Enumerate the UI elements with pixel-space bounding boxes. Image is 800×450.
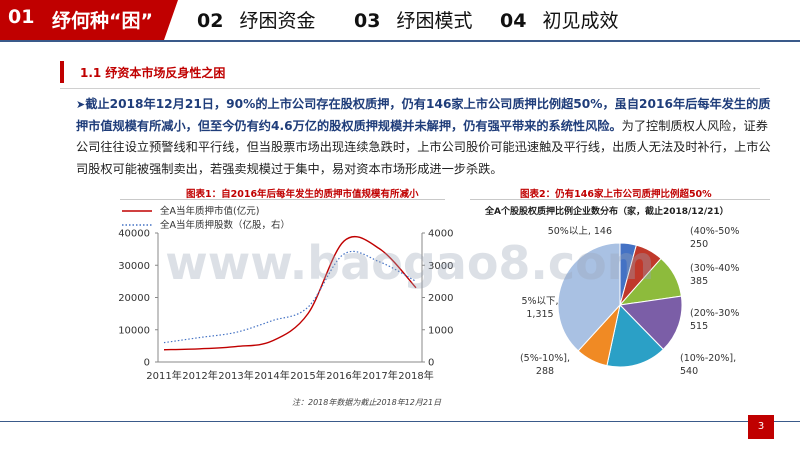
chart2-slice-label: (5%-10%], 288 xyxy=(520,353,570,377)
chart2-slice-label: 50%以上, 146 xyxy=(548,226,612,237)
chart1-left-tick-label: 10000 xyxy=(118,325,150,336)
paragraph-text: 为了控制质权人风险，证券公司往往设立预警线和平行线，但当股票市场出现连续急跌时，… xyxy=(76,118,771,176)
watermark: www.baogao8.com xyxy=(165,236,654,290)
tab-04[interactable]: 04 初见成效 xyxy=(500,6,618,36)
page-number: 3 xyxy=(748,415,774,439)
chart2-slice-label: (10%-20%], 540 xyxy=(680,353,736,377)
tab-03[interactable]: 03 纾困模式 xyxy=(354,6,472,36)
tab-01-label: 纾何种“困” xyxy=(52,10,153,32)
section-tab-bar: 01 纾何种“困” 02 纾困资金 03 纾困模式 04 初见成效 xyxy=(0,0,800,40)
watermark-text: www.baogao8.com xyxy=(165,236,654,290)
chart1-x-tick-label: 2012年 xyxy=(182,369,217,382)
tab-01-number: 01 xyxy=(8,6,35,28)
chart-note: 注：2018年数据为截止2018年12月21日 xyxy=(292,398,442,407)
chart2-slice xyxy=(606,303,665,368)
chart1-title-divider xyxy=(120,199,445,200)
chart1-series-shares-line xyxy=(163,250,417,344)
tab-02-number: 02 xyxy=(197,10,224,32)
tab-02-label: 纾困资金 xyxy=(239,10,316,32)
tab-03-label: 纾困模式 xyxy=(396,10,473,32)
chart1-left-tick-label: 30000 xyxy=(118,261,150,272)
chart1-right-tick-label: 2000 xyxy=(428,293,453,304)
chart1-right-tick-label: 4000 xyxy=(428,229,453,240)
chart1-x-tick-label: 2015年 xyxy=(290,369,325,382)
chart1-right-tick-label: 3000 xyxy=(428,261,453,272)
chart2-slice-label: 5%以下, 1,315 xyxy=(521,296,558,320)
body-paragraph: ➤截止2018年12月21日，90%的上市公司存在股权质押，仍有146家上市公司… xyxy=(76,94,774,180)
chart2-title-divider xyxy=(470,199,770,200)
paragraph-highlight: 截止2018年12月21日，90%的上市公司存在股权质押，仍有146家上市公司质… xyxy=(76,97,771,133)
tab-01-active[interactable]: 01 纾何种“困” xyxy=(0,0,178,40)
chart1-x-tick-label: 2018年 xyxy=(398,369,433,382)
tab-02[interactable]: 02 纾困资金 xyxy=(197,6,315,36)
chart2-subtitle: 全A个股股权质押比例企业数分布（家，截止2018/12/21） xyxy=(485,207,729,217)
chart2-slice-label: (40%-50%],250 xyxy=(690,226,740,250)
chart1-series-market-value-line xyxy=(163,235,417,351)
chart1-legend-label: 全A当年质押市值(亿元) xyxy=(160,205,259,217)
chart1-left-tick-label: 20000 xyxy=(118,293,150,304)
chart1-x-tick-label: 2011年 xyxy=(146,369,181,382)
chart1-right-tick-label: 0 xyxy=(428,358,434,369)
chart1-x-tick-label: 2017年 xyxy=(362,369,397,382)
tab-04-label: 初见成效 xyxy=(542,10,619,32)
chart2-slice xyxy=(557,242,621,352)
tab-03-number: 03 xyxy=(354,10,381,32)
chart1-left-tick-label: 0 xyxy=(144,358,150,369)
chart1-legend-label: 全A当年质押股数（亿股，右） xyxy=(160,219,290,231)
section-marker xyxy=(60,61,64,83)
header-divider xyxy=(0,40,800,42)
chart1-x-tick-label: 2016年 xyxy=(326,369,361,382)
chart2-slice-label: (30%-40%],385 xyxy=(690,263,740,287)
footer-divider xyxy=(0,421,800,422)
chart1-left-tick-label: 40000 xyxy=(118,229,150,240)
tab-04-number: 04 xyxy=(500,10,527,32)
section-title: 1.1 纾资本市场反身性之困 xyxy=(80,66,226,80)
chart1-x-tick-label: 2013年 xyxy=(218,369,253,382)
chart2-slice-label: (20%-30%],515 xyxy=(690,308,740,332)
pledge-ratio-pie-chart: 50%以上, 146 (40%-50%],250 (30%-40%],385 (20%… xyxy=(520,226,740,377)
pledge-line-chart: 0 10000 20000 30000 40000 0 1000 2000 3000 4000 20… xyxy=(118,205,453,382)
bullet-arrow-icon: ➤ xyxy=(76,98,86,111)
section-divider xyxy=(60,88,760,89)
chart2-title: 图表2：仍有146家上市公司质押比例超50% xyxy=(520,189,712,200)
chart1-right-tick-label: 1000 xyxy=(428,325,453,336)
chart1-x-tick-label: 2014年 xyxy=(254,369,289,382)
active-tab-background xyxy=(0,0,178,40)
chart1-title: 图表1：自2016年后每年发生的质押市值规模有所减小 xyxy=(186,189,419,200)
chart2-slice xyxy=(618,295,683,351)
